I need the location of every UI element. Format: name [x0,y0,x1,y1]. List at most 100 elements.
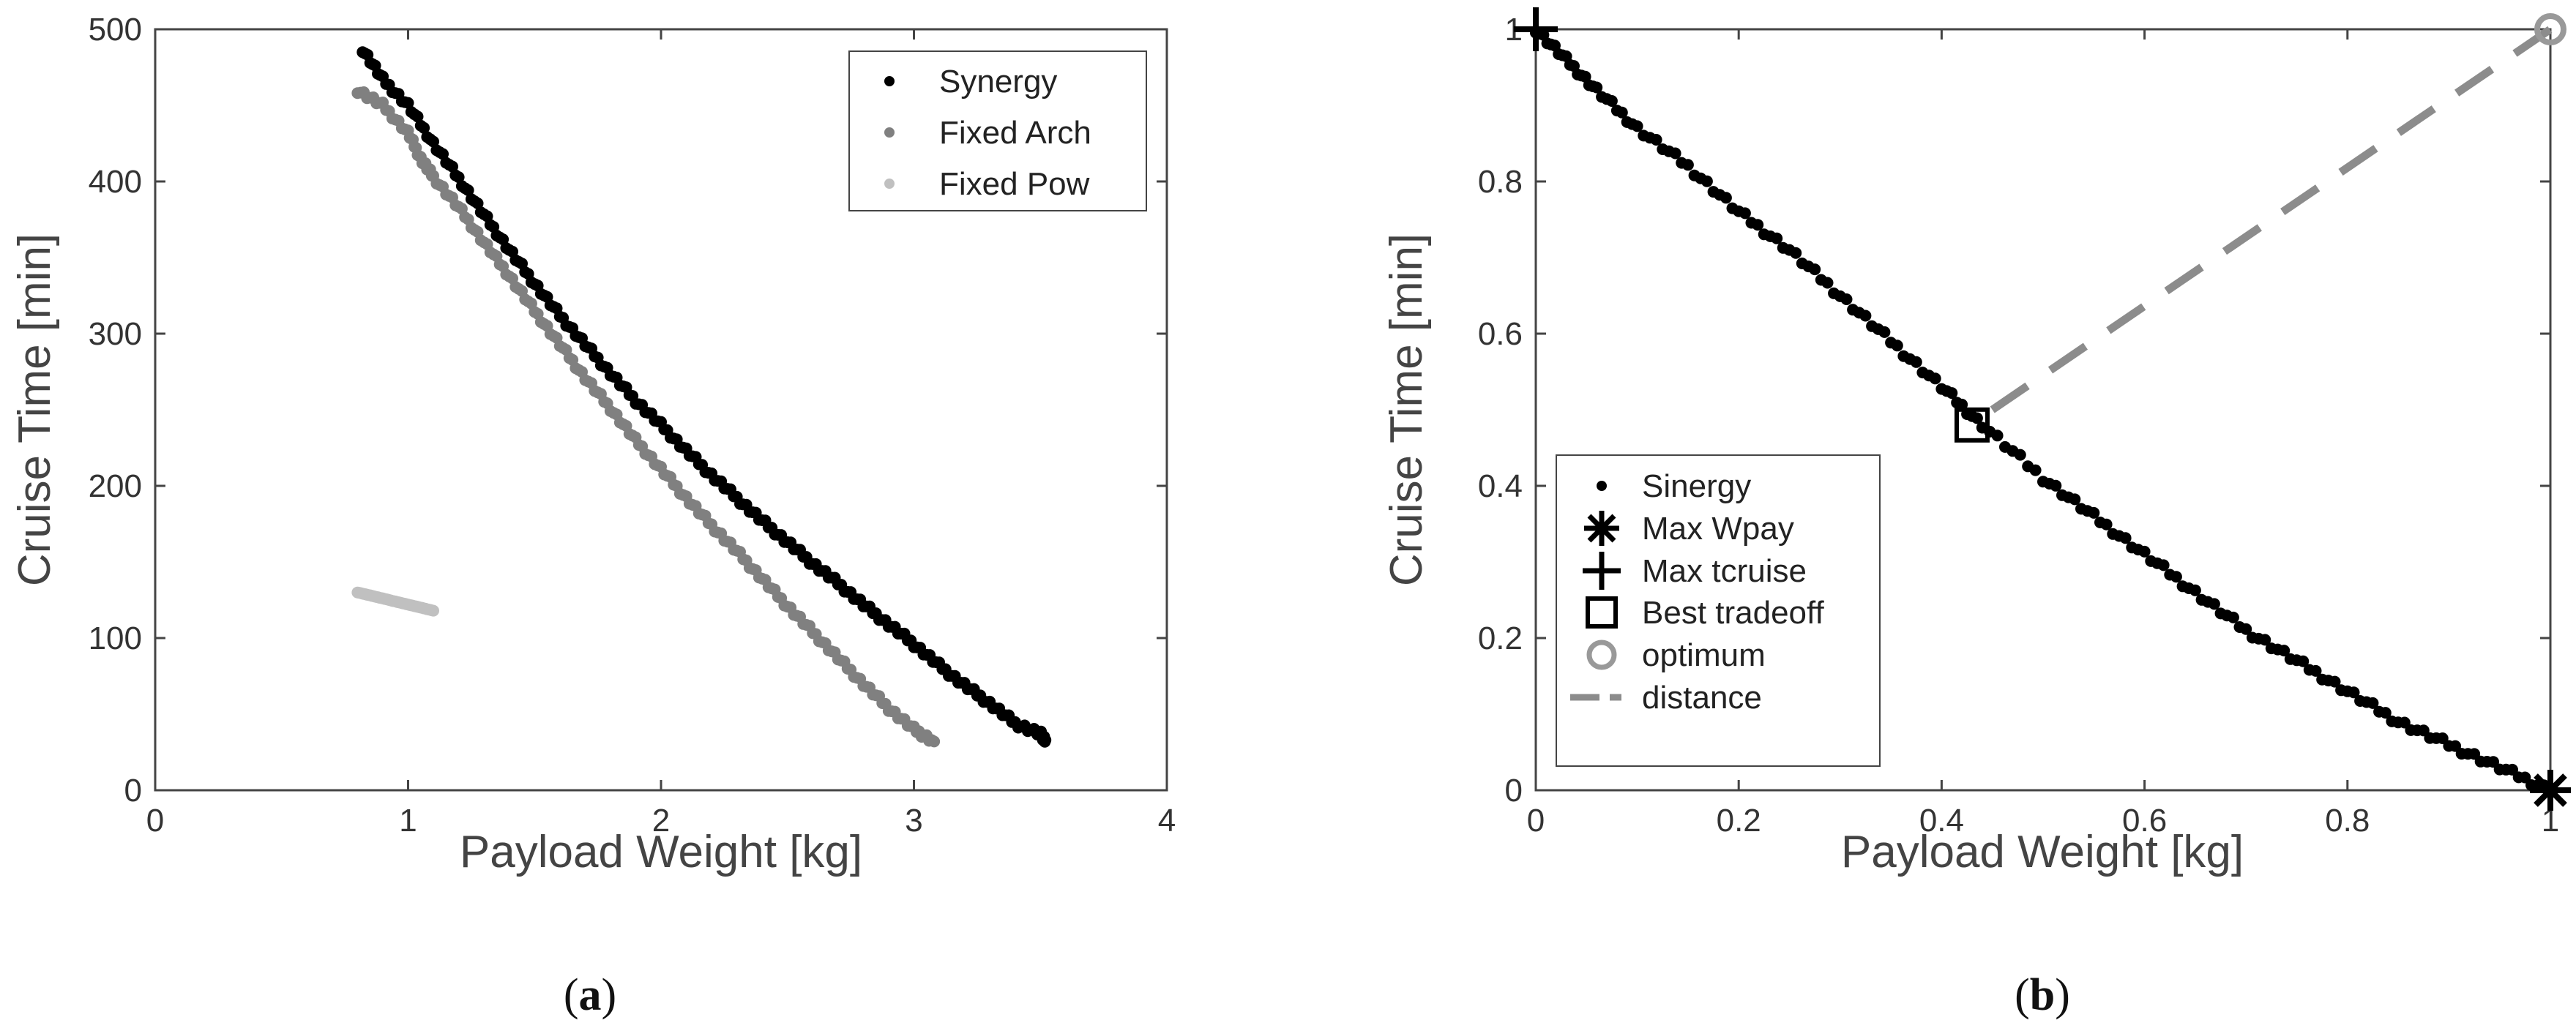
legend-label-max-tcruise: Max tcruise [1642,553,1807,589]
legend-marker-best-tradeoff [1586,596,1618,629]
data-point [1771,232,1783,244]
legend-marker-synergy [884,76,895,86]
legend-marker-fixed-arch [884,127,895,138]
data-point [2506,763,2518,776]
data-point [1790,247,1802,259]
y-tick-label-b: 0.6 [1478,316,1523,352]
data-point [2069,493,2081,506]
legend-label-fixed-arch: Fixed Arch [939,115,1091,151]
data-series-a [351,46,1052,748]
data-point [1946,387,1958,400]
x-axis-label-a: Payload Weight [kg] [460,827,862,877]
legend-label-max-wpay: Max Wpay [1642,511,1794,547]
legend-label-synergy: Synergy [939,64,1057,100]
data-point [1650,134,1662,146]
x-tick-label-b: 0.6 [2122,803,2167,839]
data-point [2208,598,2220,610]
x-tick-label-a: 2 [652,803,670,839]
data-point [2348,686,2360,699]
y-axis-label-b: Cruise Time [min] [1381,233,1432,586]
series-fixed-arch [351,86,941,748]
y-tick-label-a: 200 [89,468,142,504]
data-point [2050,479,2062,492]
data-point [2100,518,2113,530]
data-point [428,604,439,617]
caption-a: (a) [564,970,616,1020]
chart-panel-a: 0 1 2 3 4 0 100 200 300 400 500 Payload Weight [kg… [10,12,1176,1020]
data-point [1039,734,1052,746]
data-point [2278,645,2291,657]
data-point [1878,326,1891,338]
distance-line [1990,26,2553,413]
legend-label-sinergy: Sinergy [1642,468,1751,504]
data-point [2014,449,2026,461]
legend-box-a [848,50,1147,211]
data-point [452,171,465,184]
best-tradeoff-marker [1954,407,1990,443]
y-tick-label-b: 0 [1505,773,1523,809]
data-point [471,197,484,209]
series-fixed-pow [351,586,439,617]
data-point [1929,372,1941,385]
data-point [1809,263,1821,276]
legend-label-fixed-pow: Fixed Pow [939,166,1090,202]
x-tick-label-a: 0 [146,803,164,839]
data-point [2119,532,2132,544]
x-tick-label-a: 1 [399,803,417,839]
legend-marker-fixed-pow [884,179,895,189]
data-point [1681,159,1694,171]
y-tick-label-a: 500 [89,12,142,48]
data-point [1591,81,1603,94]
legend-label-optimum: optimum [1642,637,1766,673]
data-point [2157,559,2170,571]
y-tick-label-a: 100 [89,620,142,656]
y-tick-label-b: 0.4 [1478,468,1523,504]
data-point [2170,571,2182,583]
data-point [1720,192,1732,204]
x-axis-label-b: Payload Weight [kg] [1841,827,2244,877]
legend-marker-max-tcruise [1583,552,1621,590]
axis-ticks-a: 0 1 2 3 4 0 100 200 300 400 500 [89,12,1176,839]
x-tick-label-b: 0 [1527,803,1545,839]
data-point [2329,675,2341,688]
data-point [2367,697,2379,709]
legend-marker-max-wpay [1584,511,1619,546]
data-point [2519,771,2531,784]
data-point [2436,732,2449,744]
data-point [447,160,458,173]
legend-label-best-tradeoff: Best tradeoff [1642,595,1824,631]
y-tick-label-a: 400 [89,164,142,200]
data-point [1616,106,1628,119]
optimum-marker [2534,13,2566,45]
x-tick-label-a: 3 [905,803,922,839]
axis-ticks-b: 0 0.2 0.4 0.6 0.8 100.20.40.60.81 [1478,12,2559,839]
data-point [2088,506,2100,519]
data-point [1752,219,1764,231]
data-point [1739,207,1751,220]
data-point [2240,623,2252,635]
y-tick-label-a: 300 [89,316,142,352]
data-point [2259,634,2271,646]
data-point [1605,95,1618,107]
x-tick-label-b: 0.4 [1919,803,1964,839]
data-point [2297,655,2310,667]
x-tick-label-b: 0.2 [1717,803,1761,839]
series-synergy [356,46,1052,748]
legend-a: Synergy Fixed Arch Fixed Pow [848,50,1147,211]
y-tick-label-a: 0 [124,773,142,809]
data-point [437,148,449,160]
caption-a-letter: a [579,970,602,1020]
data-point [1891,340,1903,352]
data-point [1669,147,1681,160]
legend-marker-sinergy [1597,481,1607,491]
data-point [1910,356,1922,368]
legend-box-b [1556,454,1881,767]
data-point [1840,293,1853,305]
data-point [2227,611,2239,623]
y-axis-label-a: Cruise Time [min] [10,233,60,586]
max-wpay-marker [2530,770,2571,811]
chart-panel-b: 0 0.2 0.4 0.6 0.8 100.20.40.60.81 Payload Wei… [1381,7,2571,1020]
legend-marker-optimum [1586,640,1617,670]
data-point [402,97,414,109]
